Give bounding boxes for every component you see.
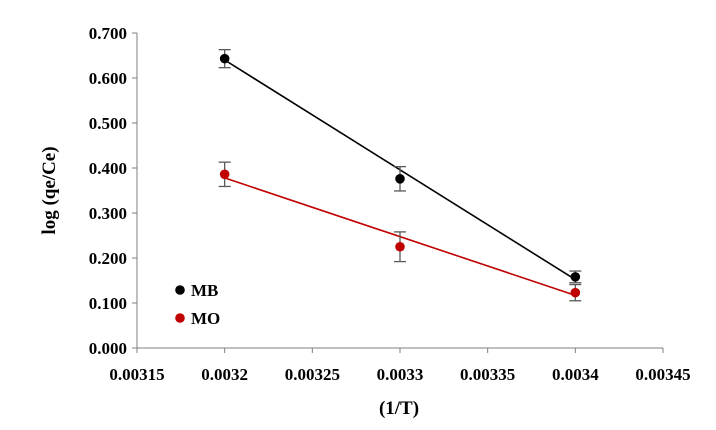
data-point-mb xyxy=(219,53,230,64)
data-point-mb xyxy=(395,174,405,184)
y-tick-label: 0.300 xyxy=(89,204,127,223)
legend-marker-mo xyxy=(175,313,185,323)
series-mo xyxy=(218,161,582,302)
x-tick-label: 0.0034 xyxy=(552,365,599,384)
x-tick-label: 0.00335 xyxy=(460,365,515,384)
series-mb xyxy=(218,49,582,284)
x-axis-label: (1/T) xyxy=(379,398,419,419)
x-tick-label: 0.00325 xyxy=(285,365,340,384)
y-tick-label: 0.700 xyxy=(89,24,127,43)
legend-label-mb: MB xyxy=(191,281,218,300)
y-tick-label: 0.500 xyxy=(89,114,127,133)
legend: MB MO xyxy=(175,281,220,328)
legend-marker-mb xyxy=(175,285,185,295)
data-point-mo xyxy=(570,287,581,298)
data-point-mo xyxy=(395,241,405,252)
tick-labels: 0.000 0.100 0.200 0.300 0.400 0.500 0.600 0.700… xyxy=(89,24,691,384)
y-tick-label: 0.400 xyxy=(89,159,127,178)
y-tick-label: 0.000 xyxy=(89,339,127,358)
y-tick-label: 0.100 xyxy=(89,294,127,313)
y-tick-label: 0.600 xyxy=(89,69,127,88)
x-tick-label: 0.00345 xyxy=(635,365,690,384)
x-tick-label: 0.0033 xyxy=(377,365,424,384)
legend-label-mo: MO xyxy=(191,309,220,328)
data-point-mb xyxy=(570,272,581,282)
data-point-mo xyxy=(219,169,230,180)
axes xyxy=(132,32,664,353)
series-layer xyxy=(218,49,582,302)
x-tick-label: 0.00315 xyxy=(109,365,164,384)
x-tick-label: 0.0032 xyxy=(201,365,248,384)
y-axis-label: log (qe/Ce) xyxy=(39,146,60,234)
y-tick-label: 0.200 xyxy=(89,249,127,268)
legend-item-mb: MB xyxy=(175,281,218,300)
legend-item-mo: MO xyxy=(175,309,220,328)
